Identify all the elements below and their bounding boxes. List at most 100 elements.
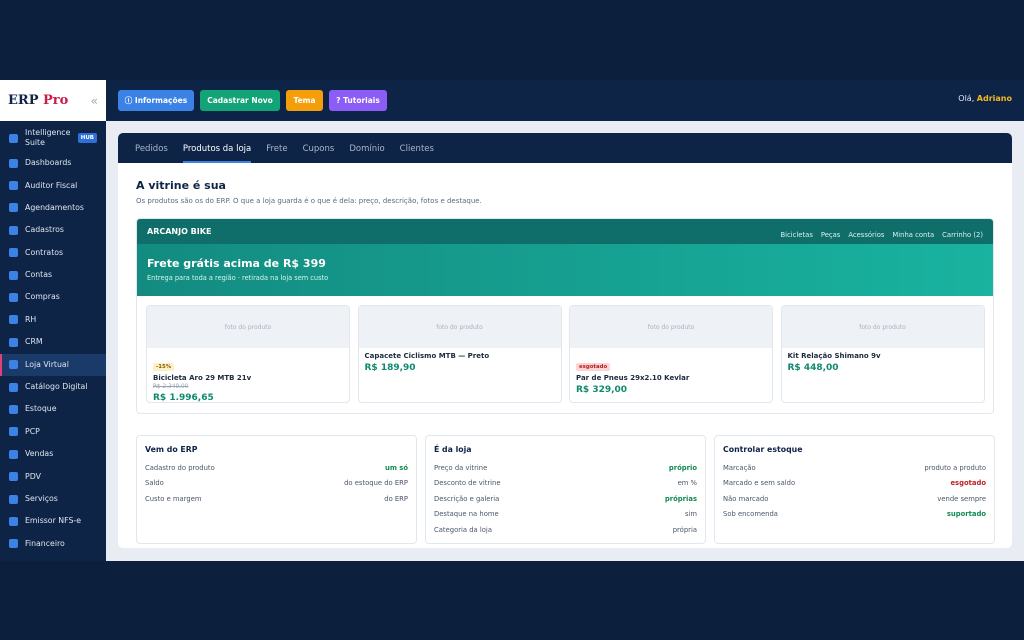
store-nav-link[interactable]: Peças [820,231,841,239]
sidebar-item[interactable]: Catálogo Digital [0,376,106,398]
sidebar-item-label: Dashboards [25,158,72,168]
module-icon [9,315,18,325]
module-icon [9,181,18,191]
module-icon [9,382,18,392]
product-name: Par de Pneus 29x2.10 Kevlar [576,374,690,382]
product-old-price: R$ 2.349,00 [153,384,189,390]
sidebar-item[interactable]: Emissor NFS-e [0,510,106,532]
main-area: Pedidos Produtos da loja Frete Cupons Domíni… [106,121,1024,561]
store-preview: ARCANJO BIKE Bicicletas Peças Acessórios Mi… [136,218,994,414]
product-card[interactable]: foto do produto Capacete Ciclismo MTB — P… [357,305,562,403]
store-nav: Bicicletas Peças Acessórios Minha conta Carr… [773,222,984,241]
sidebar-item[interactable]: RH [0,309,106,331]
panel-row: Descrição e galeria próprias [434,491,697,507]
row-label: Destaque na home [434,510,499,519]
panel-title: É da loja [434,445,472,454]
sidebar-item-label: Contas [25,270,53,280]
sidebar-item[interactable]: Serviços [0,488,106,510]
module-icon [9,516,18,526]
store-nav-link[interactable]: Carrinho (2) [942,231,983,239]
tab[interactable]: Pedidos [135,144,168,154]
product-card[interactable]: foto do produto esgotado Par de Pneus 29x2… [569,305,773,403]
sidebar-item[interactable]: Compras [0,286,106,308]
panel-row: Desconto de vitrine em % [434,476,697,492]
row-label: Preço da vitrine [434,463,488,472]
sidebar-item[interactable]: Intelligence Suite HUB [0,124,106,152]
sidebar-item-label: Vendas [25,449,54,459]
product-badge: esgotado [576,363,611,371]
row-label: Não marcado [723,494,769,503]
product-photo-placeholder: foto do produto [781,306,984,348]
sidebar-item[interactable]: Cadastros [0,219,106,241]
product-price: R$ 1.996,65 [153,393,214,403]
toolbar-button[interactable]: ⓘ Informações [118,90,194,111]
row-label: Cadastro do produto [145,463,215,472]
tab[interactable]: Cupons [302,144,335,154]
sidebar-item[interactable]: Contratos [0,242,106,264]
module-icon [9,225,18,235]
product-grid: foto do produto -15% Bicicleta Aro 29 MTB … [146,305,986,403]
content-card: Pedidos Produtos da loja Frete Cupons Domíni… [118,133,1012,548]
store-nav-link[interactable]: Minha conta [892,231,935,239]
product-card[interactable]: foto do produto Kit Relação Shimano 9v R$ … [780,305,985,403]
product-info: Capacete Ciclismo MTB — Preto R$ 189,90 [359,348,561,373]
sidebar-item[interactable]: Loja Virtual [0,353,106,377]
module-icon [9,494,18,504]
panel-row: Não marcado vende sempre [723,491,986,507]
sidebar-item[interactable]: PDV [0,465,106,487]
row-value: em % [677,479,697,488]
panel-row: Cadastro do produto um só [145,460,408,476]
sidebar-item[interactable]: Auditor Fiscal [0,174,106,196]
module-icon [9,158,18,168]
sidebar-item[interactable]: CRM [0,331,106,353]
sidebar-item[interactable]: Financeiro [0,533,106,555]
user-greeting[interactable]: Olá, Adriano [958,94,1012,103]
toolbar-button[interactable]: Cadastrar Novo [200,90,280,111]
tab[interactable]: Frete [266,144,288,154]
module-icon [9,337,18,347]
sidebar-item-label: Financeiro [25,538,65,548]
product-card[interactable]: foto do produto -15% Bicicleta Aro 29 MTB … [146,305,350,403]
sidebar-item-label: Contratos [25,247,64,257]
tab[interactable]: Clientes [399,144,434,154]
sidebar-item[interactable]: Agendamentos [0,197,106,219]
product-price: R$ 448,00 [787,363,839,373]
panel-row: Marcação produto a produto [723,460,986,476]
panel-row: Destaque na home sim [434,507,697,523]
panel-row: Custo e margem do ERP [145,491,408,507]
panel-title: Controlar estoque [723,445,803,454]
sidebar-item-label: Catálogo Digital [25,382,88,392]
store-nav-link[interactable]: Bicicletas [780,231,813,239]
toolbar-button[interactable]: Tema [286,90,323,111]
row-value: vende sempre [937,494,986,503]
row-label: Marcado e sem saldo [723,479,796,488]
sidebar-item-label: RH [25,314,37,324]
top-bar: ⓘ Informações Cadastrar Novo Tema ? Tutoria… [106,80,1024,121]
store-nav-link[interactable]: Acessórios [848,231,885,239]
product-price: R$ 329,00 [576,385,628,395]
sidebar-item[interactable]: PCP [0,421,106,443]
module-icon [9,133,18,143]
toolbar-button[interactable]: ? Tutoriais [329,90,387,111]
sidebar-nav: Intelligence Suite HUB Dashboards Auditor F… [0,121,106,555]
sidebar-item[interactable]: Estoque [0,398,106,420]
sidebar-item-label: Estoque [25,404,57,414]
panel-row: Saldo do estoque do ERP [145,476,408,492]
sidebar-item-label: Auditor Fiscal [25,180,78,190]
panel-row: Categoria da loja própria [434,522,697,538]
tab[interactable]: Domínio [349,144,385,154]
row-label: Desconto de vitrine [434,479,501,488]
row-value: sim [684,510,697,519]
sidebar-item[interactable]: Contas [0,264,106,286]
module-icon [9,270,18,280]
module-icon [9,360,18,370]
hero-title: Frete grátis acima de R$ 399 [147,257,326,270]
tab[interactable]: Produtos da loja [182,133,252,163]
collapse-sidebar-icon[interactable]: « [90,93,98,108]
info-panel: É da loja Preço da vitrine próprio Desconto… [425,435,706,544]
sidebar-item[interactable]: Dashboards [0,152,106,174]
sidebar-item[interactable]: Vendas [0,443,106,465]
sidebar-item-label: Compras [25,292,60,302]
module-icon [9,293,18,303]
brand-logo[interactable]: ERP Pro [8,93,69,108]
